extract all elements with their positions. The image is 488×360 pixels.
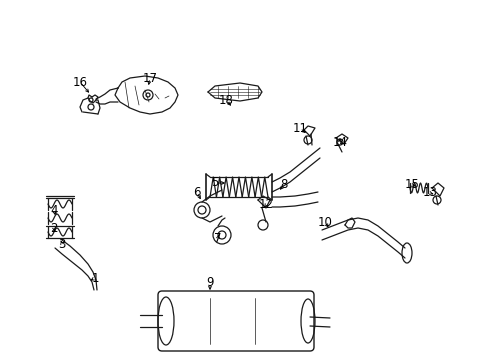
Text: 14: 14 bbox=[332, 136, 347, 149]
Text: 3: 3 bbox=[58, 238, 65, 251]
Text: 13: 13 bbox=[422, 186, 437, 199]
Text: 10: 10 bbox=[317, 216, 332, 229]
Text: 16: 16 bbox=[72, 76, 87, 89]
Text: 15: 15 bbox=[404, 179, 419, 192]
Text: 18: 18 bbox=[218, 94, 233, 107]
Text: 1: 1 bbox=[91, 271, 99, 284]
Text: 8: 8 bbox=[280, 179, 287, 192]
Text: 5: 5 bbox=[211, 176, 218, 189]
Text: 4: 4 bbox=[50, 203, 58, 216]
Text: 9: 9 bbox=[206, 276, 213, 289]
Text: 17: 17 bbox=[142, 72, 157, 85]
Text: 2: 2 bbox=[50, 221, 58, 234]
Text: 7: 7 bbox=[214, 231, 221, 244]
Text: 6: 6 bbox=[193, 185, 201, 198]
Text: 12: 12 bbox=[258, 198, 273, 211]
Text: 11: 11 bbox=[292, 122, 307, 135]
